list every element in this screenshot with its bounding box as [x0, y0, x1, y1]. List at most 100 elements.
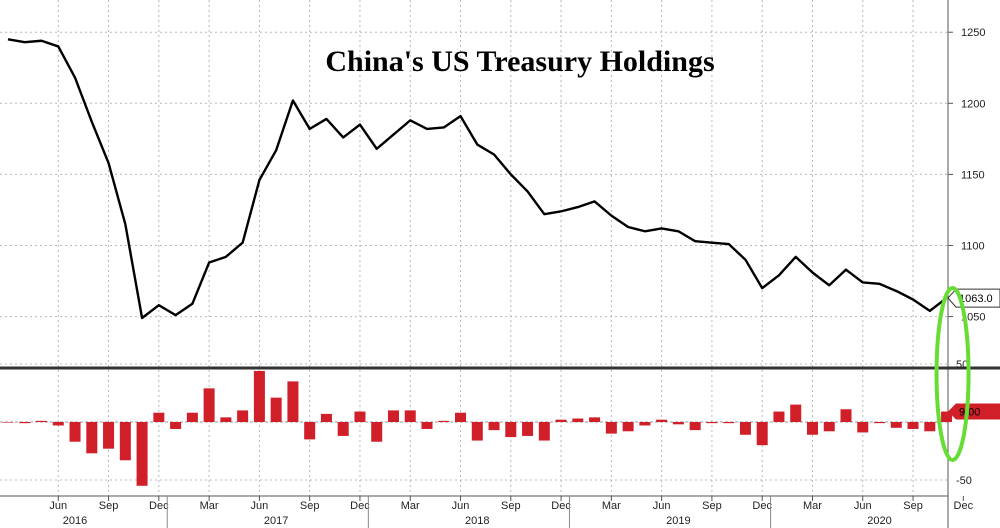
- x-year-label: 2020: [867, 515, 891, 527]
- bar-2020-09: [907, 422, 919, 429]
- bar-2020-06: [857, 422, 869, 433]
- bar-2016-09: [103, 422, 115, 449]
- x-year-label: 2017: [264, 515, 288, 527]
- bar-2017-04: [220, 417, 232, 422]
- change-bars: [2, 370, 953, 486]
- x-month-label: Mar: [602, 500, 621, 512]
- bar-2018-11: [538, 422, 550, 441]
- bar-2019-09: [706, 422, 718, 424]
- x-month-label: Sep: [702, 500, 722, 512]
- x-month-label: Sep: [300, 500, 320, 512]
- bar-2020-07: [874, 422, 886, 424]
- bar-2017-01: [170, 422, 182, 429]
- x-month-label: Jun: [854, 500, 872, 512]
- x-year-label: 2019: [666, 515, 690, 527]
- bar-2018-04: [421, 422, 433, 429]
- bar-2016-11: [136, 422, 148, 486]
- bar-2017-03: [203, 388, 215, 422]
- x-month-label: Dec: [752, 500, 772, 512]
- y-tick-label: 1100: [961, 240, 985, 252]
- bar-2020-11: [941, 411, 953, 422]
- last-change-label: 9.00: [959, 407, 980, 419]
- bar-2017-12: [354, 411, 366, 422]
- holdings-line-group: [7, 38, 948, 320]
- bar-2018-02: [387, 410, 399, 422]
- x-month-label: Jun: [251, 500, 269, 512]
- bar-2016-03: [2, 422, 14, 423]
- x-month-label: Dec: [551, 500, 571, 512]
- bar-2018-03: [404, 410, 416, 422]
- y-tick-label: 1200: [961, 98, 985, 110]
- bar-2016-07: [69, 422, 81, 442]
- bar-2017-11: [337, 422, 349, 436]
- bar-2019-08: [689, 422, 701, 431]
- bar-2017-06: [253, 370, 265, 422]
- bar-2017-07: [270, 397, 282, 422]
- bar-y-tick-label: -50: [956, 475, 972, 487]
- bar-2020-03: [806, 422, 818, 435]
- bar-2017-10: [320, 413, 332, 422]
- bar-2020-04: [823, 422, 835, 432]
- last-change-tag: 9.00: [948, 403, 1000, 420]
- x-month-label: Mar: [200, 500, 219, 512]
- x-month-label: Sep: [903, 500, 923, 512]
- bar-2019-11: [739, 422, 751, 435]
- bar-2016-10: [119, 422, 131, 461]
- bar-2018-10: [522, 422, 534, 436]
- bar-2018-09: [505, 422, 517, 438]
- x-year-label: 2016: [63, 515, 87, 527]
- y-tick-label: 1250: [961, 27, 985, 39]
- bar-2019-06: [656, 419, 668, 422]
- x-month-label: Mar: [803, 500, 822, 512]
- bar-2018-05: [438, 420, 450, 422]
- last-value-label: 1063.0: [959, 293, 993, 305]
- bar-2018-01: [371, 422, 383, 442]
- bar-2016-08: [86, 422, 98, 454]
- bar-2017-02: [186, 412, 198, 422]
- bar-2019-02: [589, 417, 601, 422]
- x-year-label: 2018: [465, 515, 489, 527]
- bar-2019-03: [605, 422, 617, 434]
- bar-2017-09: [304, 422, 316, 440]
- bar-2016-06: [52, 422, 64, 426]
- bar-y-tick-label: 50: [956, 359, 968, 371]
- x-month-label: Dec: [350, 500, 370, 512]
- x-month-label: Jun: [452, 500, 470, 512]
- bar-2018-06: [455, 412, 467, 422]
- bar-2019-12: [756, 422, 768, 446]
- bar-2020-05: [840, 409, 852, 422]
- bar-2016-12: [153, 412, 165, 422]
- y-tick-label: 1150: [961, 169, 985, 181]
- x-month-label: Mar: [401, 500, 420, 512]
- x-month-label: Jun: [49, 500, 67, 512]
- bar-2017-08: [287, 381, 299, 422]
- holdings-line: [7, 38, 948, 320]
- highlight-ellipse: [934, 286, 971, 462]
- bar-2017-05: [237, 410, 249, 422]
- bar-2018-08: [488, 422, 500, 431]
- x-month-label: Dec: [954, 500, 974, 512]
- bar-2016-04: [19, 422, 31, 424]
- bar-2020-08: [890, 422, 902, 428]
- bar-2016-05: [36, 420, 48, 422]
- bar-2019-07: [672, 422, 684, 425]
- bar-2020-01: [773, 411, 785, 422]
- bar-2018-12: [555, 419, 567, 422]
- chart-title: China's US Treasury Holdings: [325, 45, 714, 78]
- bar-2019-04: [622, 422, 634, 432]
- overlay: [934, 286, 971, 462]
- x-month-label: Sep: [99, 500, 119, 512]
- x-month-label: Jun: [653, 500, 671, 512]
- bar-2019-10: [723, 422, 735, 424]
- bar-2018-07: [471, 422, 483, 441]
- x-month-label: Dec: [149, 500, 169, 512]
- bar-2020-02: [790, 404, 802, 422]
- x-month-label: Sep: [501, 500, 521, 512]
- bar-2019-05: [639, 422, 651, 426]
- grid-lines: [0, 0, 948, 496]
- bar-2020-10: [924, 422, 936, 432]
- bar-2019-01: [572, 418, 584, 422]
